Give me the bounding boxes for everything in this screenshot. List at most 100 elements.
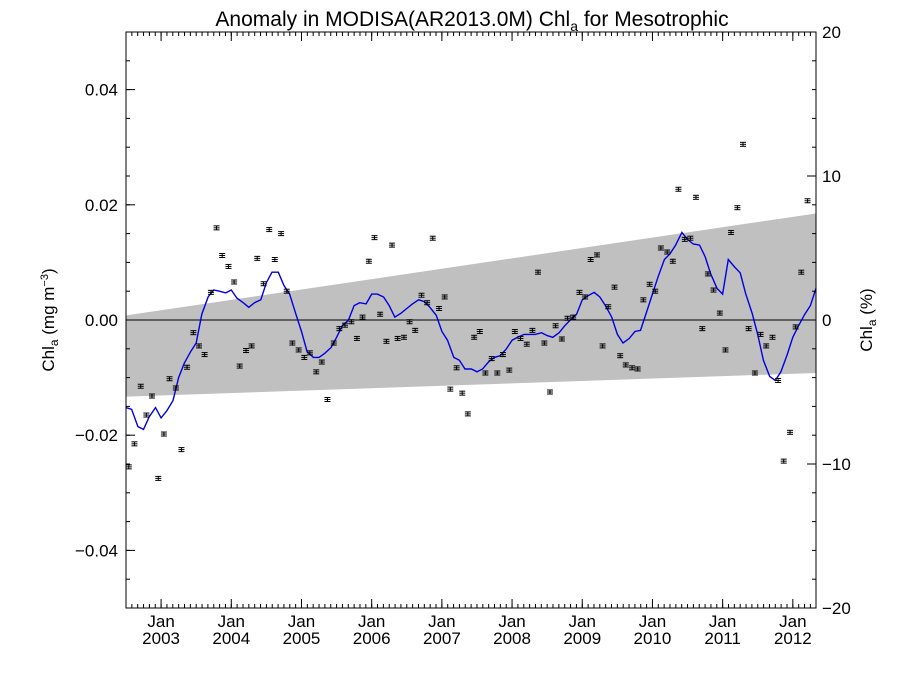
x-tick-label-month: Jan [709, 612, 736, 631]
ylabel-right-sub: a [865, 319, 879, 326]
data-point-errorbar [523, 341, 530, 347]
data-point-errorbar [529, 327, 536, 333]
ylabel-left-close: ) [39, 268, 58, 274]
data-point-errorbar [137, 383, 144, 389]
data-point-errorbar [605, 304, 612, 310]
data-point-errorbar [546, 389, 553, 395]
x-tick-label-year: 2006 [353, 629, 391, 648]
data-point-errorbar [775, 377, 782, 383]
data-point-errorbar [739, 141, 746, 147]
data-point-errorbar [699, 326, 706, 332]
data-point-errorbar [278, 231, 285, 237]
title-tail: for Mesotrophic [578, 8, 729, 31]
data-point-errorbar [564, 315, 571, 321]
data-point-errorbar [436, 305, 443, 311]
x-tick-label-year: 2005 [283, 629, 321, 648]
x-tick-label-year: 2007 [423, 629, 461, 648]
smoothed-line-layer [125, 231, 817, 431]
data-point-errorbar [143, 412, 150, 418]
data-point-errorbar [184, 364, 191, 370]
data-point-errorbar [506, 367, 513, 373]
data-point-errorbar [377, 311, 384, 317]
data-point-errorbar [599, 343, 606, 349]
data-point-errorbar [383, 338, 390, 344]
data-point-errorbar [348, 319, 355, 325]
smoothed-anomaly-line [125, 231, 817, 431]
x-tick-label-year: 2012 [774, 629, 812, 648]
data-point-errorbar [652, 288, 659, 294]
data-point-errorbar [558, 336, 565, 342]
data-point-errorbar [453, 365, 460, 371]
data-point-errorbar [482, 370, 489, 376]
data-point-errorbar [201, 352, 208, 358]
data-point-errorbar [728, 229, 735, 235]
y-right-tick-label: −10 [822, 455, 851, 474]
data-point-errorbar [447, 386, 454, 392]
data-point-errorbar [710, 287, 717, 293]
data-point-errorbar [389, 242, 396, 248]
data-point-errorbar [172, 385, 179, 391]
data-point-errorbar [406, 319, 413, 325]
y-left-tick-label: 0.02 [85, 196, 118, 215]
data-point-errorbar [318, 359, 325, 365]
x-tick-label-month: Jan [358, 612, 385, 631]
y-left-tick-label: 0.04 [85, 81, 118, 100]
data-point-errorbar [792, 324, 799, 330]
data-point-errorbar [289, 340, 296, 346]
y-left-tick-label: 0.00 [85, 311, 118, 330]
data-point-errorbar [301, 354, 308, 360]
y-left-tick-label: −0.02 [75, 426, 118, 445]
x-tick-label-month: Jan [498, 612, 525, 631]
data-point-errorbar [745, 326, 752, 332]
x-tick-label-year: 2011 [704, 629, 741, 648]
ylabel-left-sup: −3 [39, 274, 51, 287]
data-point-errorbar [365, 258, 372, 264]
data-point-errorbar [148, 393, 155, 399]
data-point-errorbar [254, 255, 261, 261]
data-point-errorbar [394, 335, 401, 341]
data-point-errorbar [400, 334, 407, 340]
axes-layer: 0.040.020.00−0.02−0.0420100−10−20Jan2003… [75, 23, 851, 648]
data-point-errorbar [260, 281, 267, 287]
x-tick-label-month: Jan [779, 612, 806, 631]
ylabel-left-sub: a [47, 339, 61, 346]
data-point-errorbar [248, 343, 255, 349]
data-point-errorbar [359, 314, 366, 320]
data-point-errorbar [243, 348, 250, 354]
data-point-errorbar [798, 269, 805, 275]
data-point-errorbar [178, 447, 185, 453]
data-point-errorbar [704, 271, 711, 277]
data-point-errorbar [511, 329, 518, 335]
y-right-tick-label: 0 [822, 311, 831, 330]
y-left-tick-label: −0.04 [75, 541, 118, 560]
data-point-errorbar [611, 284, 618, 290]
data-point-errorbar [517, 335, 524, 341]
data-point-errorbar [225, 263, 232, 269]
data-point-errorbar [499, 352, 506, 358]
data-point-errorbar [692, 194, 699, 200]
data-point-errorbar [476, 329, 483, 335]
data-point-errorbar [271, 257, 278, 263]
data-point-errorbar [763, 343, 770, 349]
data-point-errorbar [330, 340, 337, 346]
data-points-layer [125, 141, 811, 481]
data-point-errorbar [219, 252, 226, 258]
data-point-errorbar [155, 475, 162, 481]
data-point-errorbar [622, 362, 629, 368]
data-point-errorbar [541, 340, 548, 346]
x-tick-label-year: 2008 [493, 629, 531, 648]
data-point-errorbar [459, 390, 466, 396]
data-point-errorbar [804, 198, 811, 204]
data-point-errorbar [675, 186, 682, 192]
data-point-errorbar [646, 281, 653, 287]
data-point-errorbar [213, 225, 220, 231]
data-point-errorbar [687, 235, 694, 241]
x-tick-label-year: 2004 [212, 629, 250, 648]
data-point-errorbar [681, 236, 688, 242]
data-point-errorbar [570, 314, 577, 320]
y-right-tick-label: 10 [822, 167, 841, 186]
data-point-errorbar [716, 310, 723, 316]
data-point-errorbar [593, 252, 600, 258]
y-right-tick-label: 20 [822, 23, 841, 42]
data-point-errorbar [587, 257, 594, 263]
